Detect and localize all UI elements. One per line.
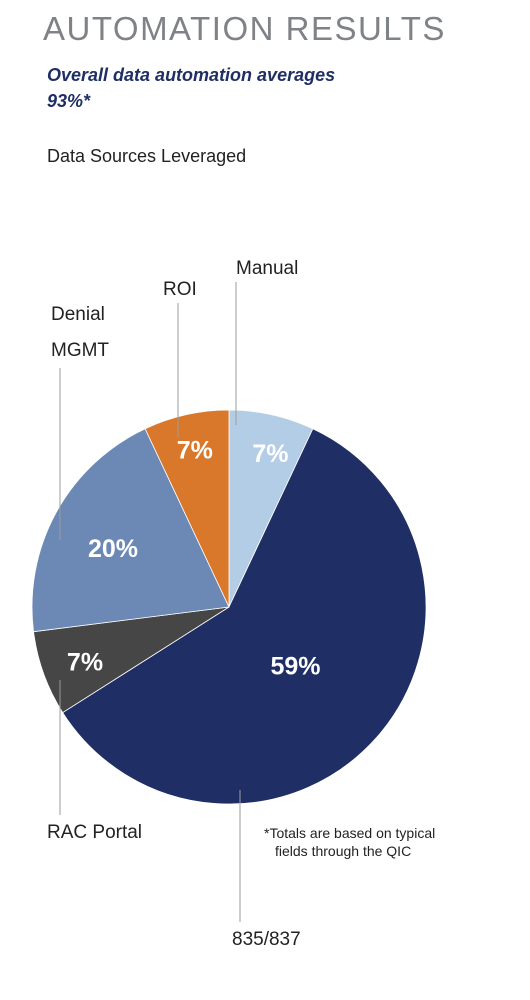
slice-value-label-manual: 7% <box>252 440 288 468</box>
slice-value-label-rac-portal: 7% <box>67 649 103 677</box>
slice-category-label-roi: ROI <box>163 279 197 300</box>
leader-lines <box>59 282 241 922</box>
page-subtitle: Overall data automation averages 93%* <box>47 65 336 111</box>
footnote-line-1: *Totals are based on typical <box>264 825 436 841</box>
footnote: *Totals are based on typical fields thro… <box>264 824 435 860</box>
page-title: AUTOMATION RESULTS <box>43 10 446 47</box>
pie-slice-835-837 <box>62 428 427 805</box>
footnote-line-2: fields through the QIC <box>275 843 412 859</box>
slice-value-labels: 7% 59% 7% 20% 7% <box>67 436 321 680</box>
slice-category-label-denial-mgmt-line-1: Denial <box>51 304 105 325</box>
pie-slice-denial-mgmt <box>31 428 230 633</box>
slice-value-label-roi: 7% <box>177 436 213 464</box>
chart-section-label: Data Sources Leveraged <box>47 146 247 166</box>
slice-category-label-rac-portal: RAC Portal <box>47 822 142 843</box>
slice-category-label-denial-mgmt-line-2: MGMT <box>51 340 109 361</box>
slice-value-label-835-837: 59% <box>270 653 320 681</box>
slice-value-label-denial-mgmt: 20% <box>88 535 138 563</box>
slice-category-label-835-837: 835/837 <box>232 929 301 950</box>
pie-slices <box>31 409 427 805</box>
pie-slice-roi <box>144 409 230 608</box>
slice-category-labels: Manual 835/837 RAC Portal Denial MGMT ROI <box>47 258 301 950</box>
slice-category-label-manual: Manual <box>236 258 298 279</box>
